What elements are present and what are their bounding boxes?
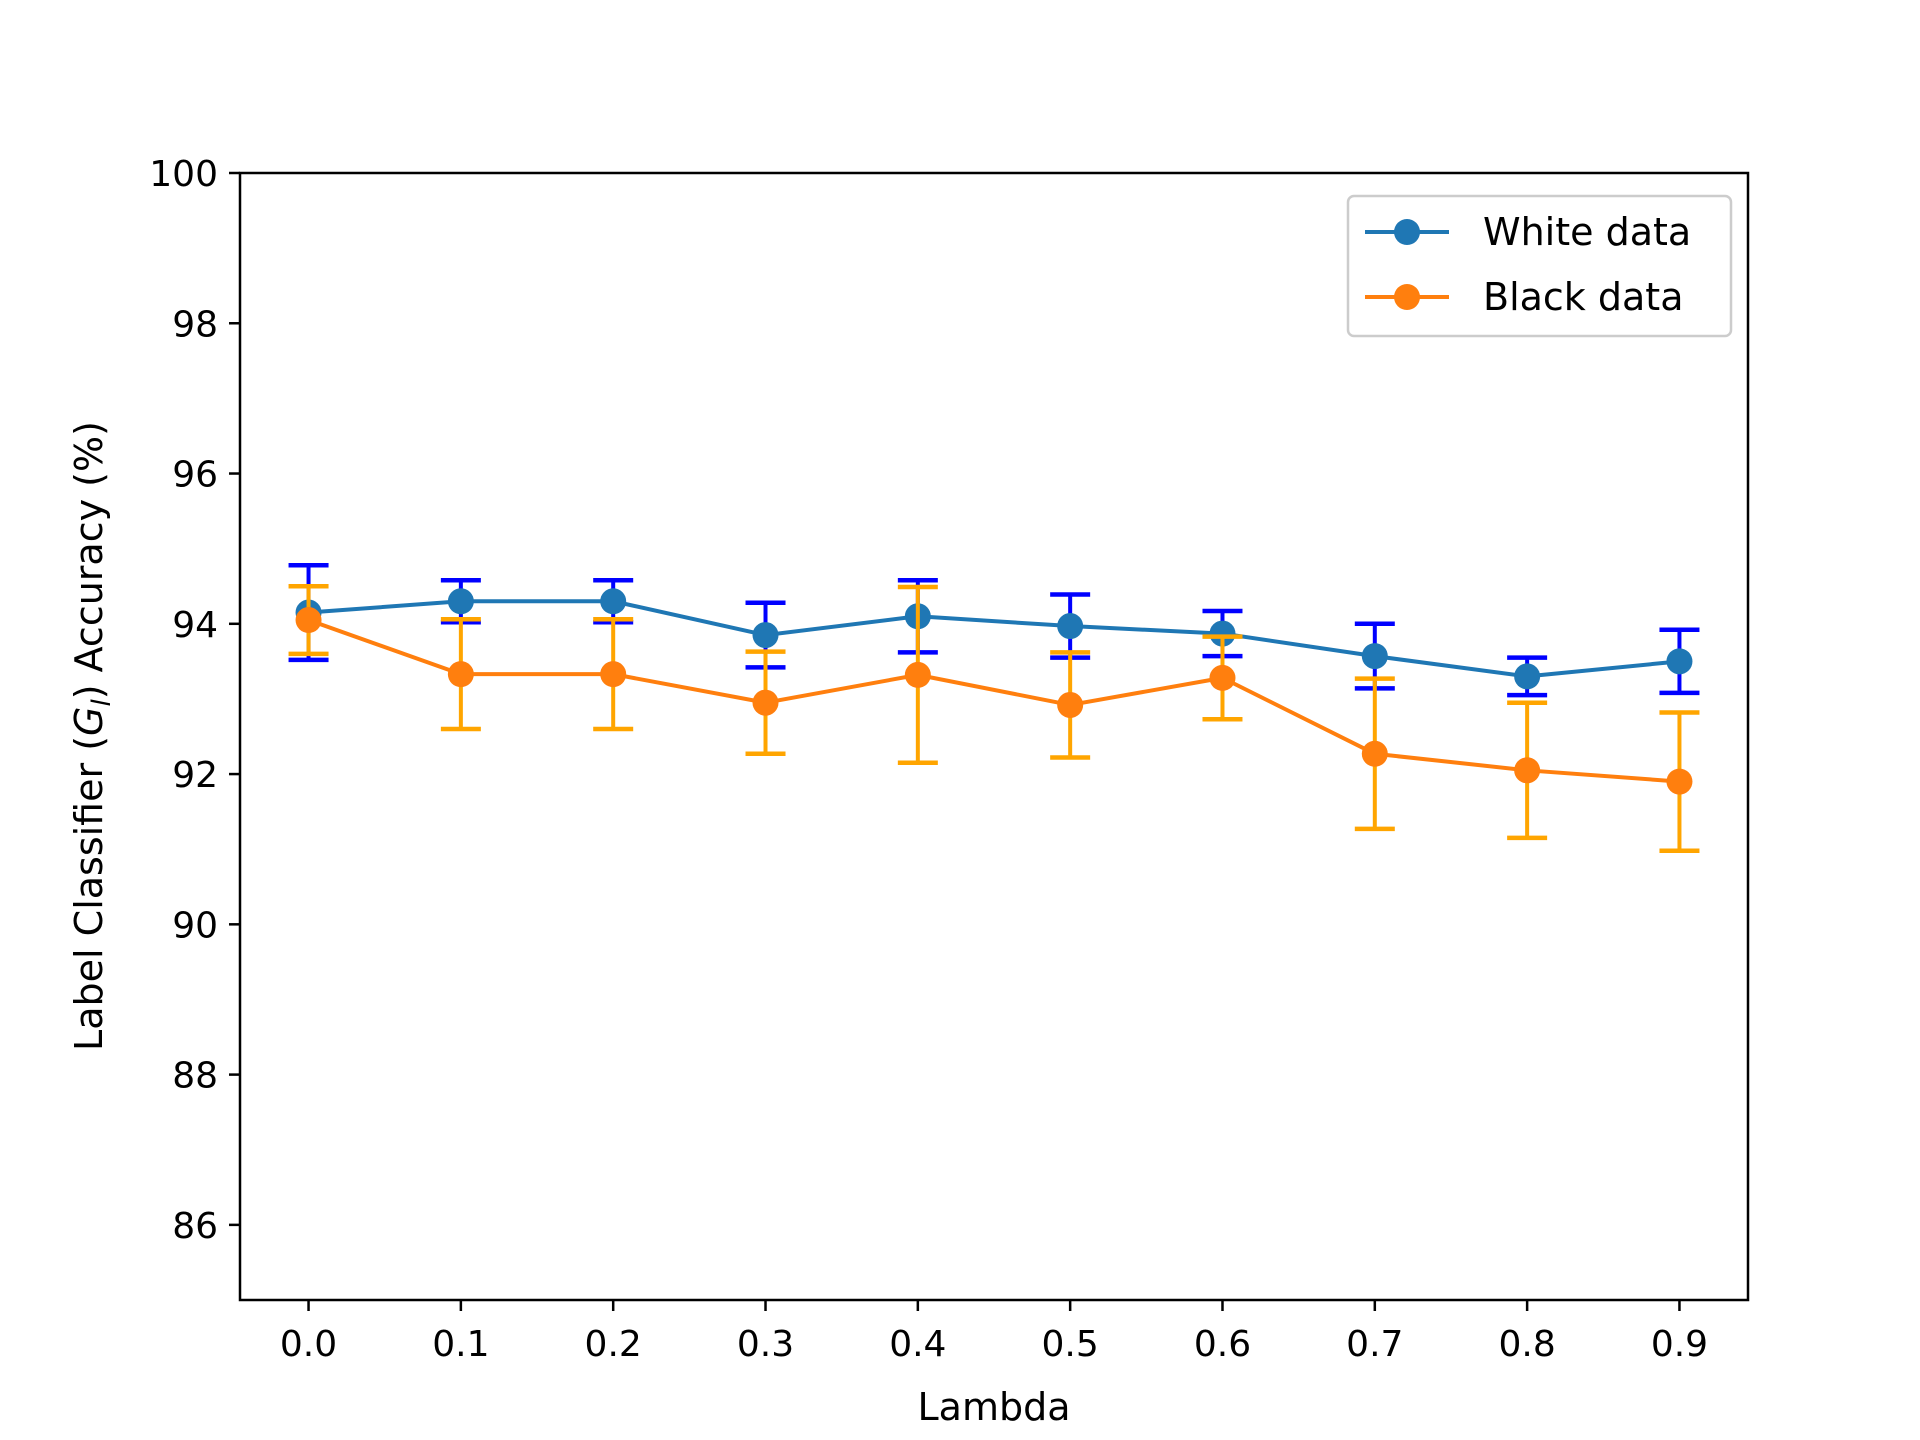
series-line-black [307,618,1680,784]
data-point-white [1057,613,1084,640]
y-tick-label: 90 [172,905,218,946]
data-point-black [447,661,474,688]
y-axis-label-subscript: l [87,699,117,707]
data-point-white [752,622,779,649]
data-point-black [600,661,627,688]
data-point-white [1361,643,1388,670]
plot-frame [238,171,1750,1302]
series-white [288,562,1700,698]
data-point-black [295,607,322,634]
y-axis-label-symbol: G [67,707,111,736]
y-tick-label: 88 [172,1056,218,1097]
x-tick-label: 0.4 [889,1324,946,1365]
data-point-black [752,689,779,716]
y-tick-label: 94 [172,605,218,646]
data-point-black [904,661,931,688]
y-axis-label-suffix: ) Accuracy (%) [67,421,111,699]
series-line-white [308,599,1680,679]
data-point-white [1209,620,1236,647]
y-tick-label: 86 [172,1206,218,1247]
x-tick-label: 0.5 [1042,1324,1099,1365]
x-tick-label: 0.7 [1346,1324,1403,1365]
data-point-white [447,588,474,615]
legend: White data Black data [1346,194,1733,338]
x-axis-label: Lambda [917,1385,1070,1429]
legend-white-label: White data [1483,210,1691,254]
data-point-white [1514,663,1541,690]
series-black [288,583,1700,853]
x-tick-label: 0.2 [585,1324,642,1365]
legend-white-marker [1394,219,1420,245]
x-tick-label: 0.1 [432,1324,489,1365]
data-point-white [600,588,627,615]
y-tick-label: 98 [172,304,218,345]
data-point-black [1514,757,1541,784]
data-point-black [1209,664,1236,691]
y-axis-label-prefix: Label Classifier ( [67,736,111,1051]
ticks-layer: 0.0 0.1 0.2 0.3 0.4 0.5 0.6 0.7 0.8 0.9 86 88 90 92 94… [149,154,1708,1365]
x-tick-label: 0.8 [1498,1324,1555,1365]
data-point-white [1666,648,1693,675]
x-tick-label: 0.6 [1194,1324,1251,1365]
y-tick-label: 92 [172,755,218,796]
marks-layer [288,562,1700,853]
x-tick-label: 0.9 [1651,1324,1708,1365]
y-tick-label: 96 [172,455,218,496]
y-tick-label: 100 [149,154,218,195]
legend-black-label: Black data [1483,275,1683,319]
data-point-black [1666,768,1693,795]
y-axis-label: Label Classifier (Gl) Accuracy (%) [67,421,117,1051]
x-tick-label: 0.0 [280,1324,337,1365]
x-tick-label: 0.3 [737,1324,794,1365]
data-point-black [1361,740,1388,767]
data-point-black [1057,691,1084,718]
legend-black-marker [1394,284,1420,310]
